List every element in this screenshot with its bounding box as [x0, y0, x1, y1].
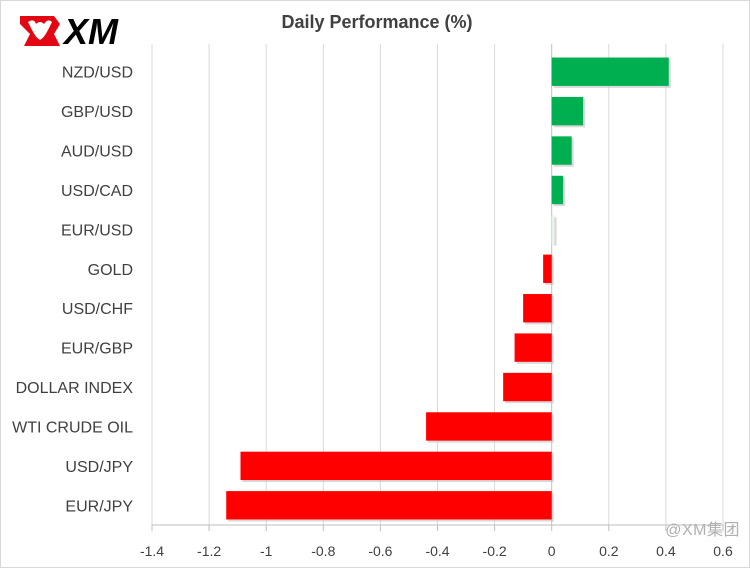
x-axis: -1.4 -1.2 -1 -0.8 -0.6 -0.4 -0.2 0 0.2 0.4 0.6 [140, 524, 733, 559]
bar [543, 254, 552, 283]
category-label: GOLD [88, 262, 133, 279]
x-tick-label: -0.2 [483, 543, 507, 559]
x-tick-label: -1 [260, 543, 273, 559]
bar [240, 451, 552, 481]
x-tick-label: -0.6 [368, 543, 392, 559]
x-tick-label: 0.4 [656, 543, 676, 559]
category-label: EUR/GBP [61, 341, 133, 358]
bar [551, 136, 572, 165]
category-labels: NZD/USD GBP/USD AUD/USD USD/CAD EUR/USD GOLD U… [12, 65, 133, 516]
logo-text: XM [62, 11, 119, 52]
bar [426, 412, 552, 441]
x-tick-label: -0.8 [311, 543, 335, 559]
bar [551, 175, 564, 205]
category-label: AUD/USD [61, 144, 133, 161]
bar [551, 215, 555, 244]
x-tick-label: 0.6 [713, 543, 733, 559]
bar [551, 96, 584, 126]
bar [226, 491, 552, 520]
gridlines [151, 44, 724, 525]
category-label: DOLLAR INDEX [16, 380, 134, 397]
category-label: EUR/USD [61, 222, 133, 239]
xm-logo: XM [20, 11, 119, 52]
bull-icon [20, 16, 60, 46]
bar [503, 372, 552, 402]
x-tick-label: -0.4 [425, 543, 449, 559]
x-tick-label: -1.4 [140, 543, 164, 559]
category-label: USD/CHF [62, 301, 133, 318]
category-label: EUR/JPY [65, 498, 133, 515]
x-tick-label: 0 [548, 543, 556, 559]
bars [226, 57, 671, 522]
bar [523, 294, 552, 323]
bar [551, 57, 669, 86]
x-tick-label: -1.2 [197, 543, 221, 559]
bar-shadow [553, 217, 557, 246]
watermark: @XM集团 [665, 522, 740, 539]
x-tick-label: 0.2 [599, 543, 619, 559]
bar [514, 333, 552, 362]
category-label: USD/JPY [65, 459, 133, 476]
category-label: NZD/USD [62, 65, 133, 82]
chart-title: Daily Performance (%) [281, 12, 473, 32]
category-label: USD/CAD [61, 183, 133, 200]
category-label: GBP/USD [61, 104, 133, 121]
category-label: WTI CRUDE OIL [12, 419, 133, 436]
